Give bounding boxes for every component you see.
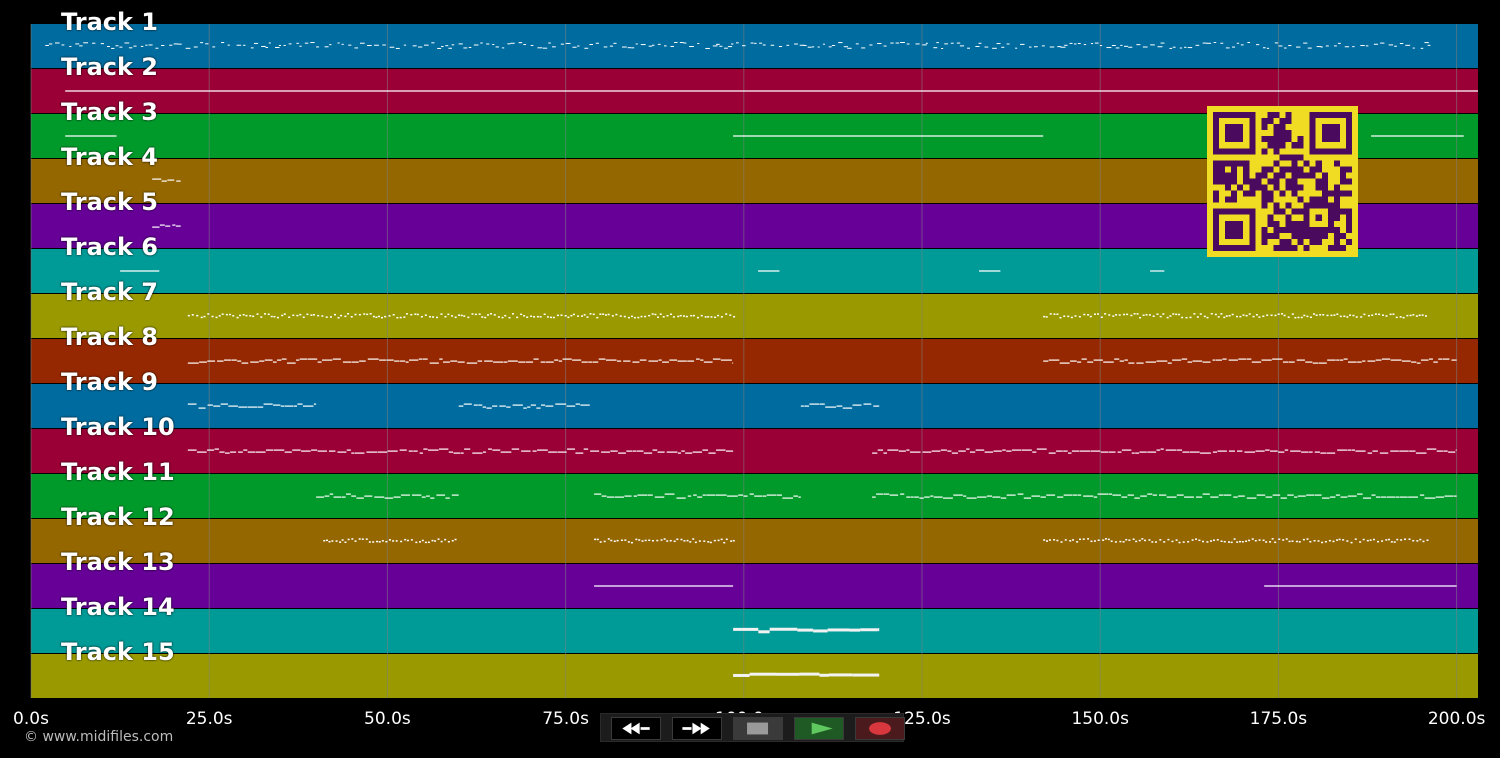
track-label-4: Track 4 bbox=[61, 143, 159, 171]
note-segment-track-14 bbox=[733, 627, 880, 634]
qr-code-icon bbox=[1207, 106, 1358, 257]
rewind-icon bbox=[622, 722, 650, 735]
track-label-15: Track 15 bbox=[61, 638, 175, 666]
track-lane-8 bbox=[31, 339, 1478, 383]
track-label-14: Track 14 bbox=[61, 593, 175, 621]
track-label-7: Track 7 bbox=[61, 278, 159, 306]
track-label-9: Track 9 bbox=[61, 368, 159, 396]
copyright-text: © www.midifiles.com bbox=[24, 729, 174, 745]
note-segment-track-9 bbox=[458, 403, 590, 409]
track-lane-14 bbox=[31, 609, 1478, 653]
play-button[interactable] bbox=[794, 717, 844, 740]
track-lane-9 bbox=[31, 384, 1478, 428]
note-segment-track-11 bbox=[594, 493, 801, 499]
play-icon bbox=[811, 722, 833, 735]
stop-icon bbox=[747, 722, 769, 735]
note-segment-track-11 bbox=[316, 493, 459, 499]
note-segment-track-8 bbox=[1043, 358, 1457, 364]
stop-button[interactable] bbox=[733, 717, 783, 740]
time-tick-label: 0.0s bbox=[13, 709, 49, 729]
track-label-5: Track 5 bbox=[61, 188, 159, 216]
track-lane-7 bbox=[31, 294, 1478, 338]
track-label-13: Track 13 bbox=[61, 548, 175, 576]
track-label-10: Track 10 bbox=[61, 413, 175, 441]
track-label-11: Track 11 bbox=[61, 458, 175, 486]
record-icon bbox=[869, 722, 891, 735]
note-segment-track-12 bbox=[323, 538, 457, 544]
track-lane-13 bbox=[31, 564, 1478, 608]
time-tick-label: 125.0s bbox=[893, 709, 951, 729]
track-label-12: Track 12 bbox=[61, 503, 175, 531]
note-segment-track-10 bbox=[187, 448, 734, 454]
note-segment-track-4 bbox=[152, 178, 181, 182]
track-label-2: Track 2 bbox=[61, 53, 159, 81]
track-lane-1 bbox=[31, 24, 1478, 68]
note-segment-track-7 bbox=[187, 313, 736, 319]
rewind-button[interactable] bbox=[611, 717, 661, 740]
time-tick-label: 75.0s bbox=[542, 709, 589, 729]
note-segment-track-9 bbox=[187, 403, 317, 409]
fast-forward-button[interactable] bbox=[672, 717, 722, 740]
transport-controls bbox=[600, 713, 905, 742]
midi-notes bbox=[45, 42, 1478, 677]
track-label-3: Track 3 bbox=[61, 98, 159, 126]
fast-forward-icon bbox=[682, 722, 710, 735]
time-axis: 0.0s25.0s50.0s75.0s100.0s125.0s150.0s175… bbox=[13, 709, 1485, 729]
track-label-1: Track 1 bbox=[61, 8, 159, 36]
track-label-6: Track 6 bbox=[61, 233, 159, 261]
note-segment-track-10 bbox=[872, 448, 1457, 454]
time-tick-label: 150.0s bbox=[1071, 709, 1129, 729]
note-segment-track-15 bbox=[733, 672, 880, 677]
note-segment-track-8 bbox=[187, 358, 734, 364]
note-segment-track-12 bbox=[594, 538, 735, 544]
track-lane-10 bbox=[31, 429, 1478, 473]
note-segment-track-12 bbox=[1043, 538, 1429, 544]
time-tick-label: 200.0s bbox=[1428, 709, 1486, 729]
record-button[interactable] bbox=[855, 717, 905, 740]
note-segment-track-9 bbox=[800, 403, 880, 409]
time-tick-label: 175.0s bbox=[1250, 709, 1308, 729]
track-label-8: Track 8 bbox=[61, 323, 159, 351]
time-tick-label: 50.0s bbox=[364, 709, 411, 729]
track-lane-15 bbox=[31, 654, 1478, 698]
note-segment-track-7 bbox=[1043, 313, 1427, 319]
note-segment-track-1 bbox=[45, 42, 1431, 49]
time-tick-label: 25.0s bbox=[186, 709, 233, 729]
track-lane-12 bbox=[31, 519, 1478, 563]
note-segment-track-5 bbox=[152, 224, 181, 228]
note-segment-track-11 bbox=[872, 493, 1457, 499]
